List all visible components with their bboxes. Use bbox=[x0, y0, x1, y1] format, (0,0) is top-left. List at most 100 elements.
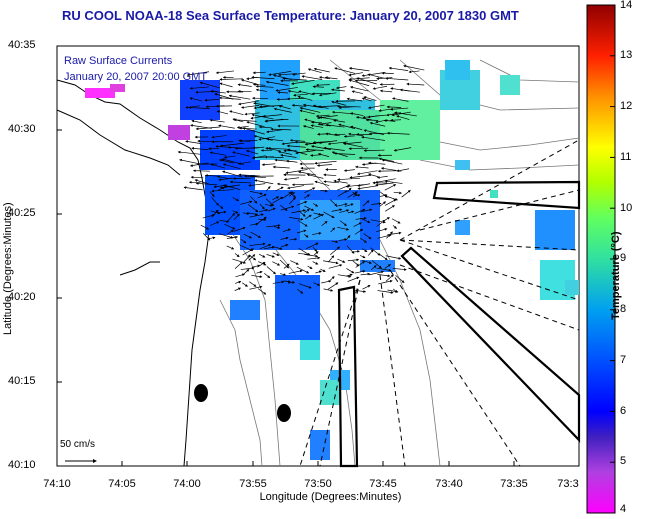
current-vector bbox=[189, 97, 203, 102]
current-vector bbox=[232, 177, 251, 180]
current-vector bbox=[238, 100, 260, 106]
current-vector bbox=[251, 76, 275, 80]
current-vector bbox=[386, 131, 410, 135]
current-vector bbox=[195, 126, 220, 131]
current-vector bbox=[323, 180, 340, 184]
current-vector bbox=[292, 72, 306, 76]
current-vector bbox=[289, 217, 304, 221]
current-vector bbox=[363, 233, 372, 240]
current-vector bbox=[239, 244, 254, 252]
current-vector bbox=[242, 127, 265, 135]
current-vector bbox=[281, 243, 289, 248]
current-vector bbox=[282, 191, 293, 199]
current-vector bbox=[383, 119, 396, 122]
current-vector bbox=[362, 285, 371, 290]
colorbar-ticks bbox=[610, 4, 615, 514]
current-vector bbox=[298, 90, 314, 95]
current-vector bbox=[357, 185, 378, 190]
current-vector bbox=[370, 265, 377, 271]
current-vector bbox=[367, 73, 385, 79]
current-vector bbox=[255, 88, 267, 92]
current-vector bbox=[376, 267, 392, 272]
current-vector bbox=[234, 261, 243, 269]
current-vector bbox=[371, 260, 382, 269]
current-vector bbox=[286, 144, 306, 148]
current-vector bbox=[264, 272, 271, 279]
colorbar-tick-label: 13 bbox=[620, 49, 633, 61]
current-vector bbox=[183, 186, 203, 191]
colorbar-tick-label: 8 bbox=[620, 303, 627, 315]
current-vector bbox=[242, 212, 250, 215]
current-vector bbox=[356, 170, 378, 176]
current-vector bbox=[233, 213, 240, 221]
x-tick-label: 73:45 bbox=[369, 478, 397, 490]
current-vector bbox=[282, 77, 307, 81]
current-vector bbox=[280, 205, 295, 211]
current-vector bbox=[298, 283, 312, 289]
current-vector bbox=[185, 105, 201, 109]
current-vector bbox=[248, 212, 259, 216]
current-vector bbox=[211, 197, 219, 206]
current-vector bbox=[310, 145, 332, 150]
current-vector bbox=[298, 210, 306, 217]
current-vector bbox=[251, 113, 274, 120]
colorbar-tick-label: 6 bbox=[620, 405, 627, 417]
current-vector bbox=[367, 173, 379, 178]
current-vector bbox=[327, 282, 339, 290]
current-vector bbox=[378, 279, 393, 285]
current-vector bbox=[386, 105, 402, 109]
current-vector bbox=[306, 173, 324, 179]
current-vector bbox=[379, 89, 393, 93]
current-vector bbox=[289, 237, 298, 241]
current-vector bbox=[385, 77, 409, 81]
x-tick-label: 74:05 bbox=[108, 478, 136, 490]
current-vector bbox=[243, 233, 253, 239]
current-vector bbox=[229, 180, 252, 184]
current-vector bbox=[287, 281, 296, 284]
current-vector bbox=[210, 90, 226, 94]
current-vector bbox=[393, 191, 403, 195]
current-vector bbox=[189, 86, 209, 90]
current-vector bbox=[272, 196, 280, 200]
current-vector bbox=[252, 146, 265, 150]
current-vector bbox=[333, 179, 348, 184]
current-vector bbox=[202, 233, 211, 241]
current-vector bbox=[385, 274, 395, 282]
current-vector bbox=[188, 180, 201, 184]
current-vector bbox=[177, 150, 201, 155]
current-vector bbox=[277, 150, 292, 155]
y-tick-label: 40:30 bbox=[8, 123, 36, 135]
current-vector bbox=[202, 214, 216, 219]
current-vector bbox=[361, 135, 385, 141]
current-vector bbox=[343, 134, 355, 138]
station-marker bbox=[194, 384, 208, 402]
current-vector bbox=[384, 179, 403, 184]
current-vector bbox=[386, 231, 393, 239]
current-vector bbox=[354, 228, 364, 235]
current-vector bbox=[388, 66, 409, 71]
current-vector bbox=[384, 217, 390, 221]
current-vector bbox=[304, 205, 315, 211]
current-vector bbox=[227, 229, 234, 235]
current-vector bbox=[347, 132, 364, 137]
current-vector bbox=[297, 95, 313, 101]
current-vector bbox=[229, 110, 244, 116]
current-vector bbox=[243, 268, 250, 275]
current-vector bbox=[361, 248, 368, 252]
current-vector bbox=[264, 246, 275, 250]
current-vector bbox=[346, 245, 355, 254]
current-vector bbox=[259, 203, 265, 210]
current-vector bbox=[208, 236, 216, 240]
current-vector bbox=[204, 174, 219, 177]
current-vector bbox=[403, 64, 425, 71]
current-vector bbox=[285, 159, 298, 163]
current-vector bbox=[303, 194, 311, 199]
current-vector bbox=[215, 70, 235, 75]
current-vector bbox=[348, 72, 364, 77]
current-vector bbox=[265, 186, 271, 192]
current-vector bbox=[258, 125, 273, 129]
current-vector bbox=[349, 86, 369, 92]
current-vector bbox=[337, 177, 361, 181]
current-vector bbox=[219, 78, 244, 81]
